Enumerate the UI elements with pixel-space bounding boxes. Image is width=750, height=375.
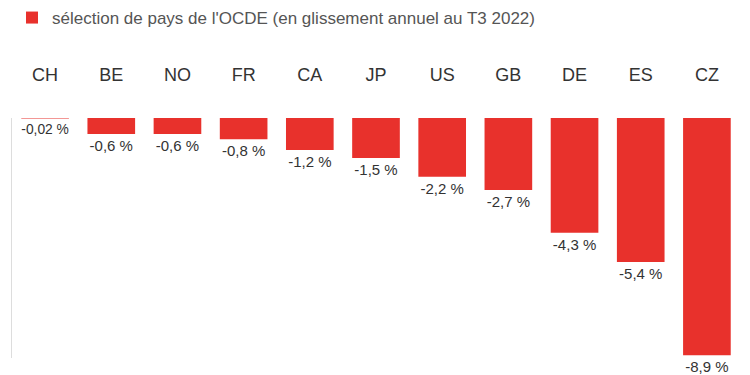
svg-text:US: US	[430, 65, 455, 85]
svg-text:-0,8 %: -0,8 %	[222, 142, 265, 159]
svg-text:-1,5 %: -1,5 %	[354, 161, 397, 178]
svg-text:-2,2 %: -2,2 %	[421, 180, 464, 197]
svg-text:-8,9 %: -8,9 %	[685, 358, 728, 375]
svg-text:-1,2 %: -1,2 %	[288, 153, 331, 170]
svg-text:-5,4 %: -5,4 %	[619, 265, 662, 282]
svg-text:NO: NO	[164, 65, 191, 85]
svg-text:JP: JP	[365, 65, 386, 85]
svg-text:sélection de pays de l'OCDE (e: sélection de pays de l'OCDE (en glisseme…	[52, 9, 535, 28]
svg-text:CZ: CZ	[695, 65, 719, 85]
svg-text:CA: CA	[297, 65, 322, 85]
svg-text:ES: ES	[629, 65, 653, 85]
svg-text:-0,6 %: -0,6 %	[156, 137, 199, 154]
svg-text:DE: DE	[562, 65, 587, 85]
svg-text:FR: FR	[232, 65, 256, 85]
svg-text:-0,02 %: -0,02 %	[21, 121, 69, 137]
svg-text:-2,7 %: -2,7 %	[487, 193, 530, 210]
svg-text:-0,6 %: -0,6 %	[90, 137, 133, 154]
svg-text:GB: GB	[495, 65, 521, 85]
svg-text:BE: BE	[99, 65, 123, 85]
svg-text:-4,3 %: -4,3 %	[553, 236, 596, 253]
svg-text:CH: CH	[32, 65, 58, 85]
